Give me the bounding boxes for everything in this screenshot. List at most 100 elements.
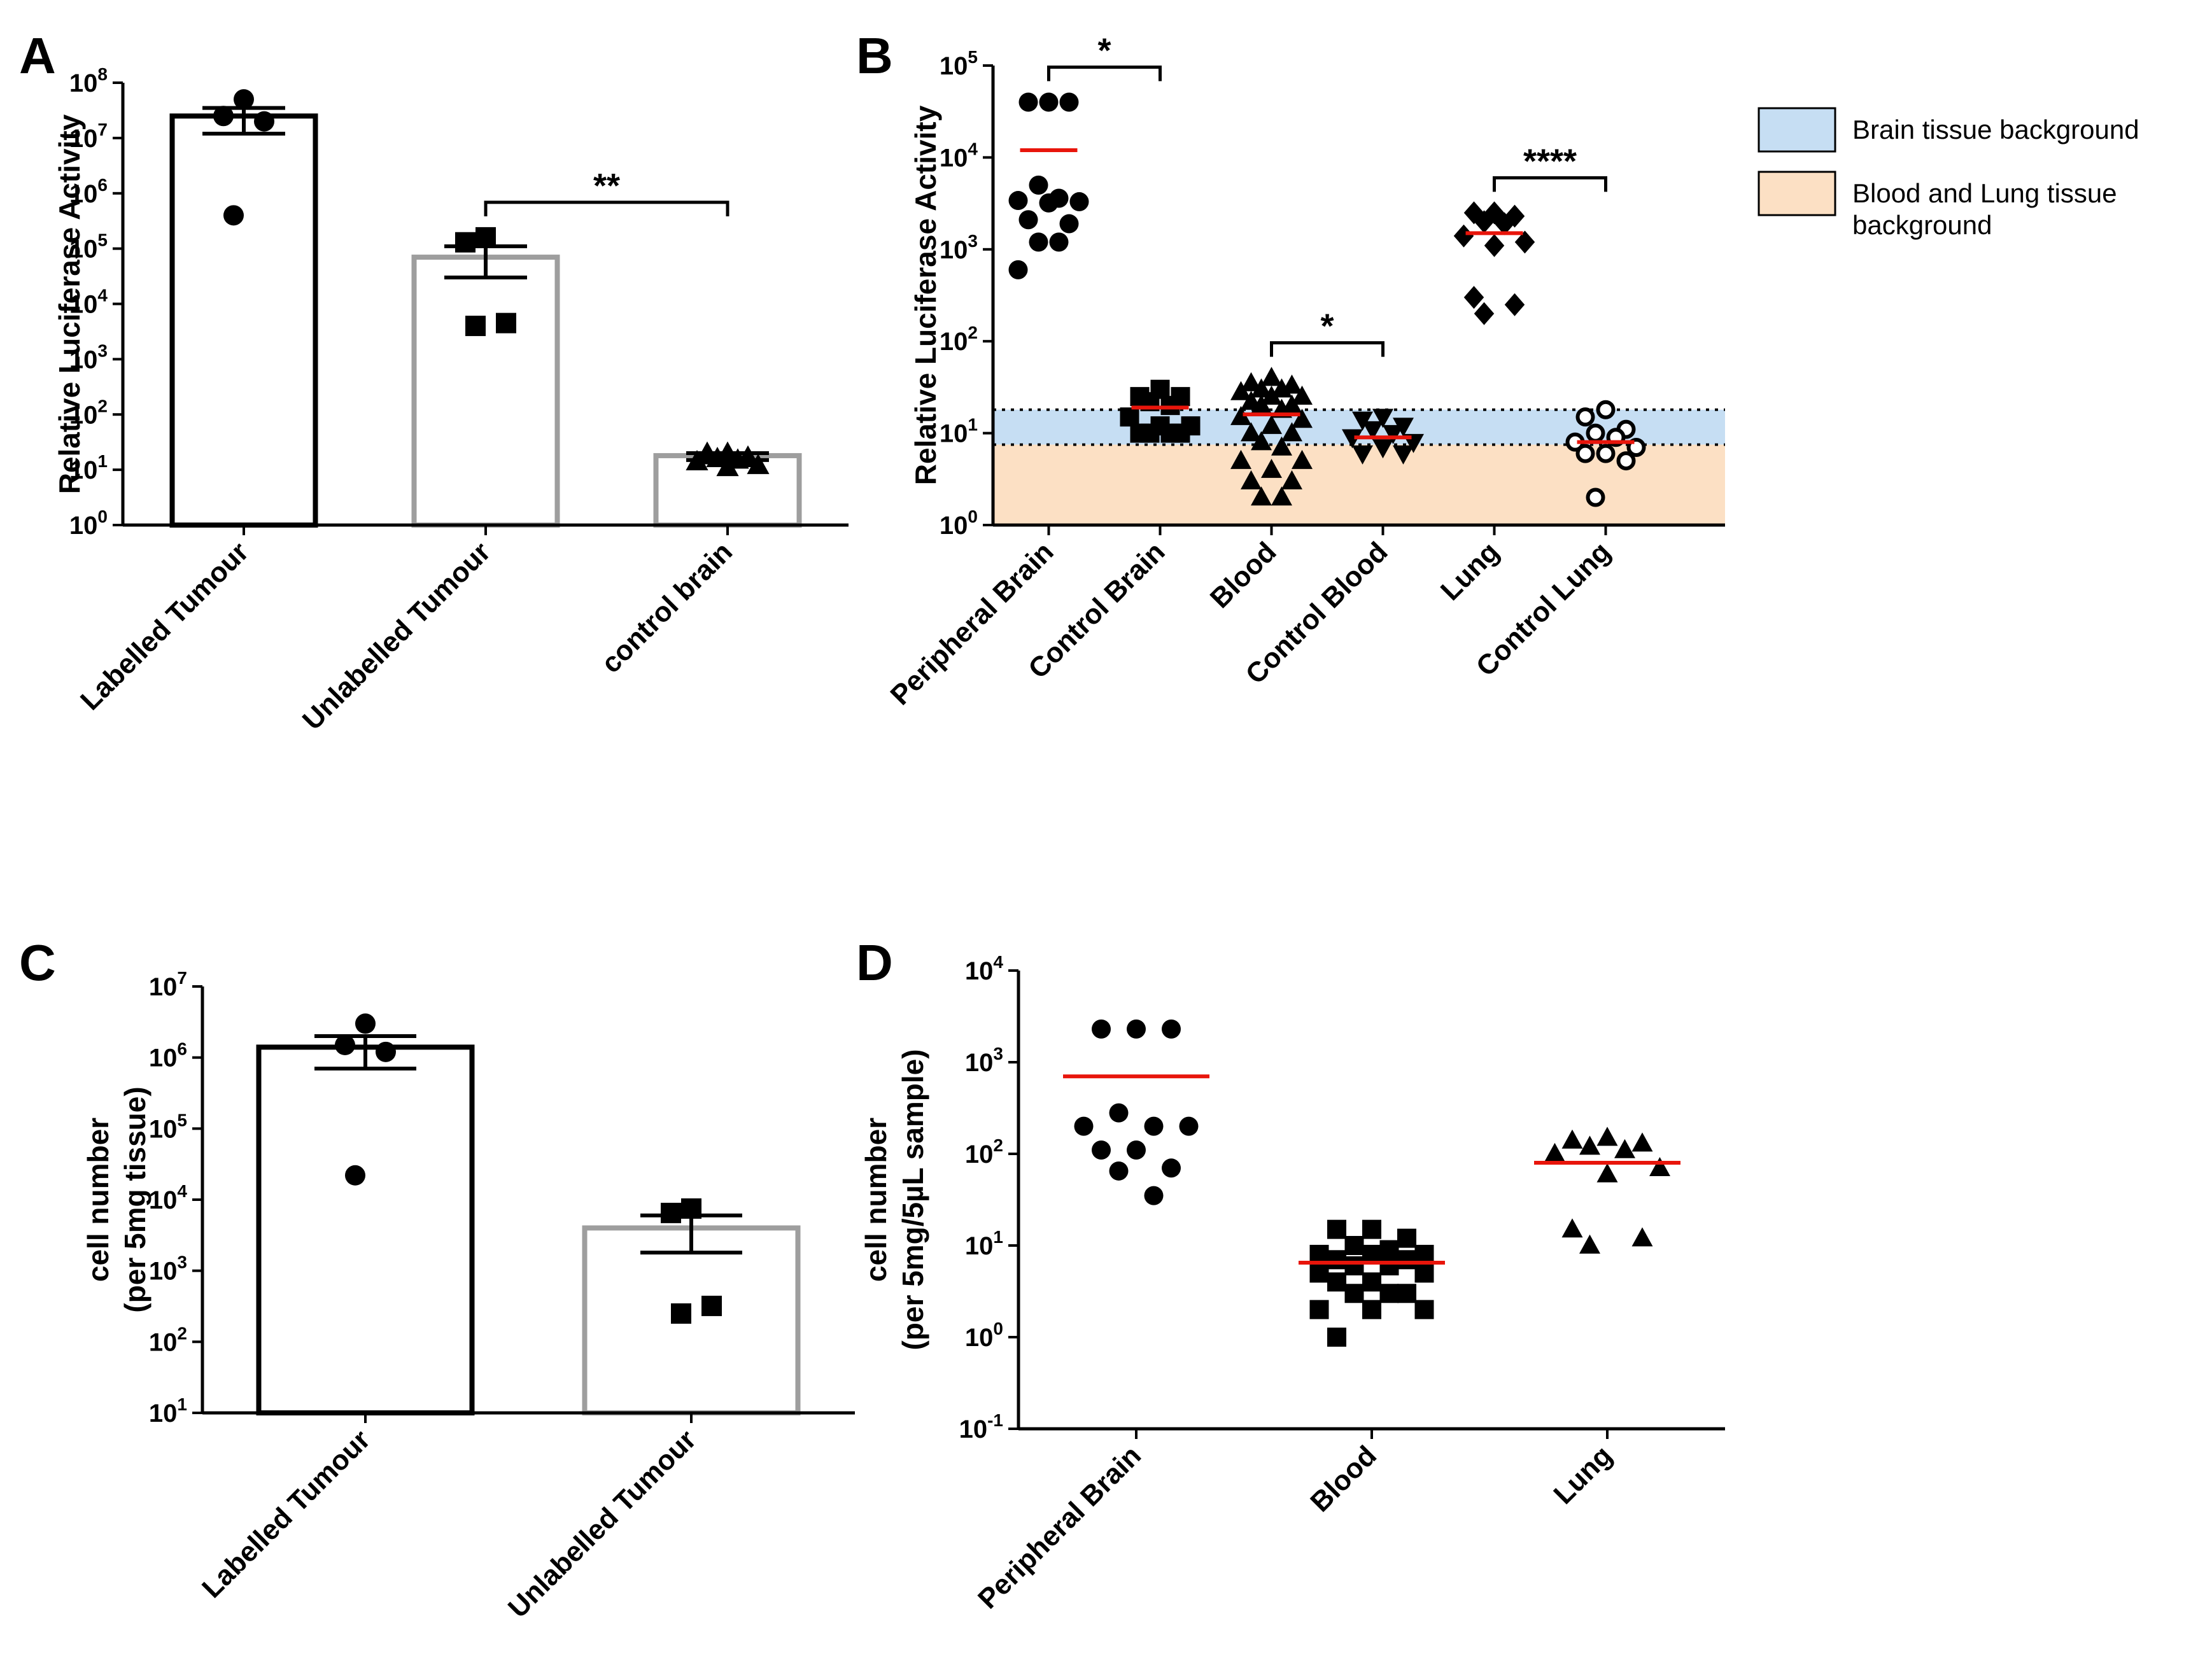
panel-label-b: B (856, 27, 893, 84)
y-tick-label: 107 (69, 120, 108, 153)
data-point (1160, 423, 1180, 443)
data-point (1092, 1019, 1111, 1039)
legend-swatch (1758, 171, 1836, 216)
panel-label-a: A (19, 27, 56, 84)
data-point (661, 1202, 681, 1223)
data-point (1344, 1256, 1364, 1275)
panel-c: C 101 102 103 104 105 106 107 Labelled Tumour Un… (19, 934, 855, 1624)
category-label: Peripheral Brain (885, 536, 1060, 711)
data-point (1281, 470, 1302, 489)
data-point (1160, 396, 1180, 416)
data-point (747, 453, 770, 474)
data-point (1271, 378, 1292, 398)
data-point (496, 312, 516, 333)
data-point (1251, 431, 1272, 451)
data-point (1251, 486, 1272, 506)
data-point (1616, 451, 1636, 471)
y-tick-label: 102 (69, 396, 108, 429)
data-point (716, 456, 739, 477)
data-point (1144, 1116, 1164, 1136)
data-point (1397, 1250, 1416, 1270)
data-point (1109, 1161, 1129, 1181)
data-point (1271, 436, 1292, 456)
category-label: control brain (595, 536, 738, 679)
y-tick-label: 106 (69, 175, 108, 208)
data-point (1362, 1300, 1381, 1319)
data-point (1414, 1300, 1434, 1319)
data-point (1463, 286, 1484, 309)
data-point (1241, 372, 1262, 391)
category-label: Labelled Tumour (74, 536, 255, 716)
data-point (254, 111, 274, 132)
data-point (1586, 488, 1605, 507)
y-tick-label: 104 (149, 1181, 188, 1214)
data-point (1008, 260, 1028, 279)
y-axis-title-line: (per 5mg/5µL sample) (896, 1049, 929, 1350)
data-point (1109, 1103, 1129, 1123)
data-point (1379, 1256, 1399, 1275)
data-point (1127, 1140, 1146, 1160)
category-label: Unlabelled Tumour (297, 536, 497, 736)
category-label: Unlabelled Tumour (502, 1424, 702, 1624)
data-point (1230, 381, 1251, 400)
significance-label: **** (1523, 142, 1577, 180)
y-tick-label: 103 (69, 340, 108, 374)
data-point (1140, 423, 1160, 443)
panel-a: A 100 101 102 103 104 105 106 107 108 Labelled Tu… (19, 27, 849, 736)
data-point (1397, 1228, 1416, 1248)
panel-d: D 10-1 100 101 102 103 104 Peripheral Brain Blo… (856, 934, 1725, 1615)
data-point (1393, 445, 1414, 465)
data-point (1352, 445, 1373, 465)
data-point (1504, 293, 1525, 316)
data-point (1379, 1240, 1399, 1260)
data-point (1575, 444, 1595, 463)
data-point (1162, 1158, 1181, 1178)
bar (169, 113, 318, 528)
data-point (1649, 1157, 1670, 1177)
data-point (234, 89, 254, 110)
y-tick-label: 108 (69, 64, 108, 97)
data-point (1372, 439, 1393, 459)
y-tick-label: 100 (69, 507, 108, 540)
data-point (1251, 394, 1272, 414)
data-point (1586, 423, 1605, 443)
data-point (1281, 422, 1302, 442)
y-axis-title-line: cell number (859, 1118, 892, 1282)
significance-label: ** (593, 167, 620, 205)
data-point (1292, 385, 1313, 405)
data-point (1069, 192, 1089, 211)
data-point (1292, 449, 1313, 469)
y-tick-label: 104 (965, 952, 1004, 985)
data-point (1561, 1129, 1583, 1149)
data-point (1261, 414, 1282, 434)
significance-bracket (1047, 65, 1162, 81)
significance-bracket (484, 200, 729, 216)
data-point (1241, 470, 1262, 489)
data-point (671, 1303, 691, 1324)
data-point (1230, 405, 1251, 425)
y-tick-label: 101 (940, 415, 978, 448)
y-tick-label: 107 (149, 968, 187, 1001)
y-tick-label: 102 (149, 1323, 187, 1356)
y-axis-title: Relative Luciferase Activity (53, 114, 86, 494)
data-point (1327, 1219, 1346, 1239)
significance-label: * (1097, 31, 1111, 69)
bar (256, 1044, 475, 1415)
data-point (1241, 422, 1262, 442)
data-point (1271, 486, 1292, 506)
data-point (736, 446, 759, 467)
data-point (345, 1165, 365, 1186)
panel-label-d: D (856, 934, 893, 991)
data-point (1261, 367, 1282, 386)
legend: Brain tissue background Blood and Lung ti… (1758, 107, 2139, 240)
data-point (1596, 1163, 1618, 1182)
data-point (1383, 425, 1404, 444)
data-point (1579, 1234, 1600, 1254)
data-point (1514, 230, 1535, 254)
y-tick-label: 105 (149, 1110, 187, 1143)
data-point (1018, 92, 1038, 112)
data-point (1494, 212, 1515, 235)
data-point (1379, 1284, 1399, 1303)
y-tick-label: 103 (965, 1044, 1003, 1077)
legend-label: Blood and Lung tissue (1852, 178, 2117, 208)
